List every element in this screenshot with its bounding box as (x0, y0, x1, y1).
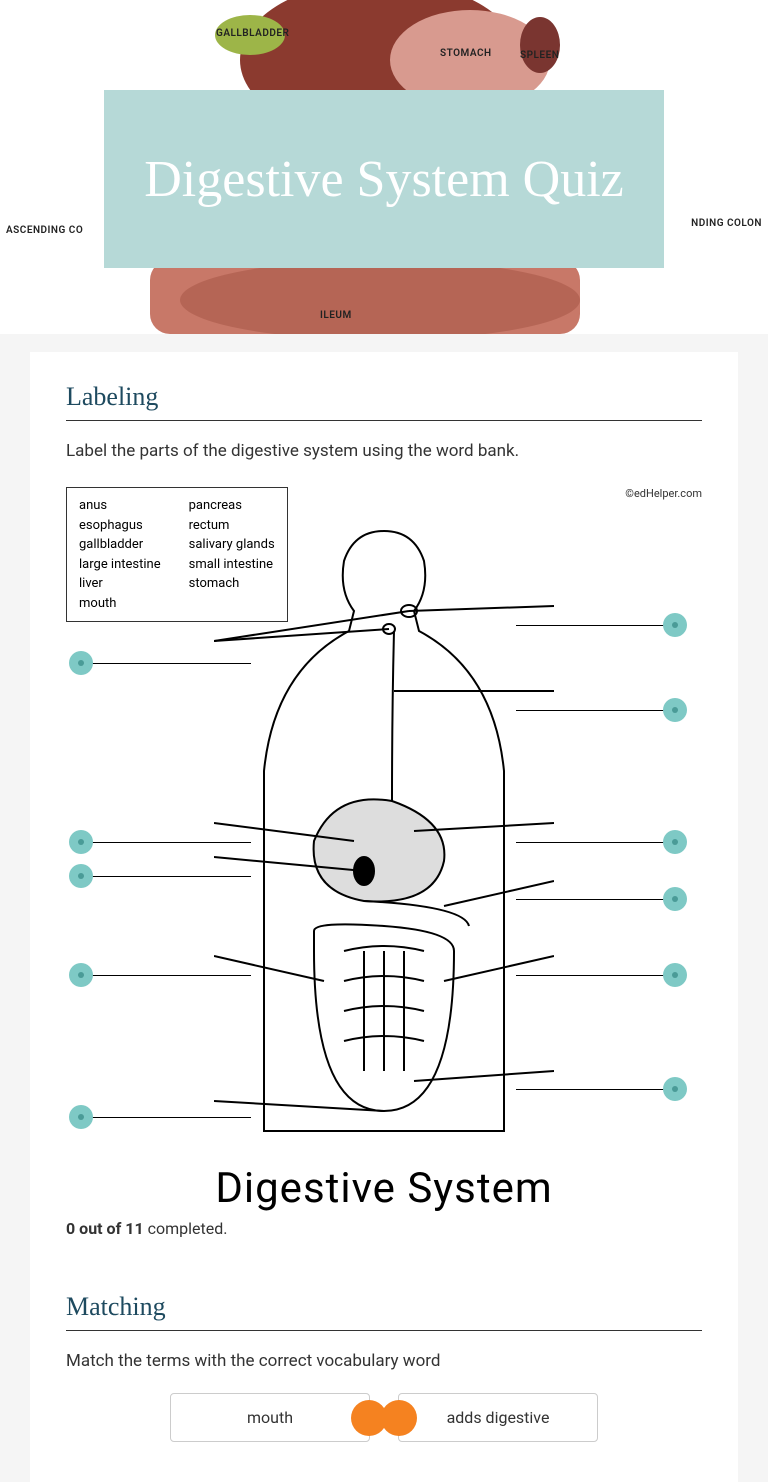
match-term-label: mouth (247, 1408, 293, 1427)
matching-row: mouth adds digestive (66, 1393, 702, 1442)
content-area: Labeling Label the parts of the digestiv… (30, 352, 738, 1482)
matching-title: Matching (66, 1292, 702, 1322)
match-connector-left[interactable] (381, 1400, 417, 1436)
bg-label-ileum: ILEUM (320, 310, 352, 321)
page-title: Digestive System Quiz (144, 147, 624, 212)
wordbank-term: small intestine (189, 555, 275, 575)
answer-blank-line (86, 975, 251, 976)
label-hotspot[interactable] (69, 963, 93, 987)
label-hotspot[interactable] (663, 1077, 687, 1101)
label-hotspot[interactable] (69, 864, 93, 888)
title-overlay: Digestive System Quiz (104, 90, 664, 268)
wordbank-term: mouth (79, 594, 161, 614)
wordbank-term: pancreas (189, 496, 275, 516)
label-hotspot[interactable] (663, 613, 687, 637)
word-bank: anusesophagusgallbladderlarge intestinel… (66, 487, 288, 622)
wordbank-term: liver (79, 574, 161, 594)
wordbank-term: large intestine (79, 555, 161, 575)
labeling-desc: Label the parts of the digestive system … (66, 441, 702, 461)
bg-label-ascending: ASCENDING CO (6, 225, 83, 236)
diagram-caption: Digestive System (66, 1164, 702, 1213)
labeling-progress: 0 out of 11 completed. (66, 1219, 702, 1238)
label-hotspot[interactable] (69, 830, 93, 854)
bg-label-gallbladder: GALLBLADDER (216, 28, 289, 39)
wordbank-term: gallbladder (79, 535, 161, 555)
label-hotspot[interactable] (69, 1105, 93, 1129)
answer-blank-line (516, 975, 681, 976)
bg-label-stomach: STOMACH (440, 48, 492, 59)
wordbank-term: rectum (189, 516, 275, 536)
match-term-card[interactable]: mouth (170, 1393, 370, 1442)
label-hotspot[interactable] (663, 963, 687, 987)
matching-desc: Match the terms with the correct vocabul… (66, 1351, 702, 1371)
labeling-diagram: anusesophagusgallbladderlarge intestinel… (66, 483, 702, 1213)
answer-blank-line (516, 842, 681, 843)
label-hotspot[interactable] (663, 698, 687, 722)
wordbank-term: esophagus (79, 516, 161, 536)
answer-blank-line (86, 842, 251, 843)
answer-blank-line (516, 899, 681, 900)
diagram-credit: ©edHelper.com (625, 487, 702, 500)
label-hotspot[interactable] (663, 887, 687, 911)
matching-rule (66, 1330, 702, 1331)
label-hotspot[interactable] (69, 651, 93, 675)
wordbank-term: anus (79, 496, 161, 516)
answer-blank-line (516, 710, 681, 711)
answer-blank-line (86, 1117, 251, 1118)
labeling-rule (66, 420, 702, 421)
wordbank-term: salivary glands (189, 535, 275, 555)
answer-blank-line (516, 625, 681, 626)
wordbank-term: stomach (189, 574, 275, 594)
label-hotspot[interactable] (663, 830, 687, 854)
answer-blank-line (86, 663, 251, 664)
header-banner: GALLBLADDER STOMACH SPLEEN ASCENDING CO … (0, 0, 768, 334)
answer-blank-line (86, 876, 251, 877)
answer-blank-line (516, 1089, 681, 1090)
match-definition-label: adds digestive (447, 1408, 550, 1427)
match-definition-card[interactable]: adds digestive (398, 1393, 598, 1442)
bg-label-descending: NDING COLON (691, 218, 762, 229)
bg-label-spleen: SPLEEN (520, 50, 559, 61)
labeling-title: Labeling (66, 382, 702, 412)
